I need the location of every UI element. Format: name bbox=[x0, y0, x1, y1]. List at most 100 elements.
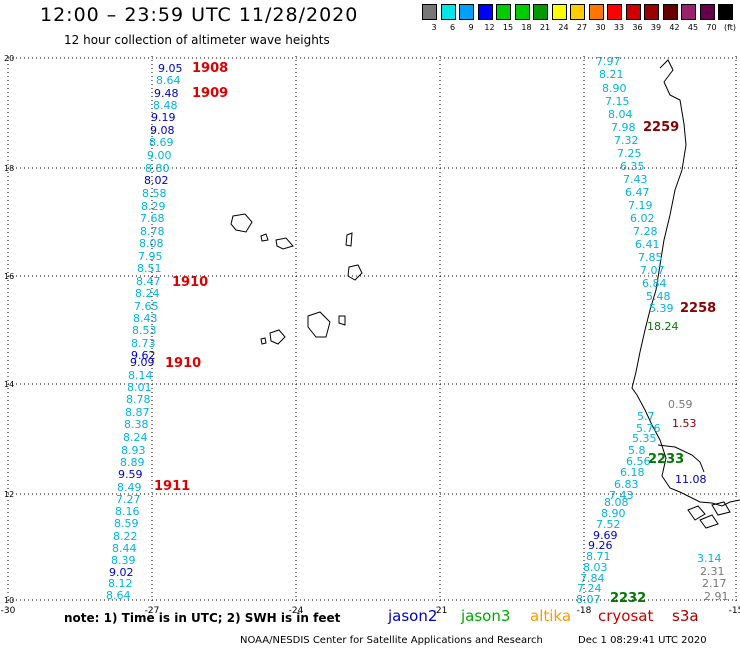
wave-height-label: 9.48 bbox=[154, 87, 179, 100]
wave-height-label: 11.08 bbox=[675, 473, 707, 486]
legend-tick-label: 24 bbox=[558, 23, 569, 32]
wave-height-label: 2.17 bbox=[702, 577, 727, 590]
legend-swatch bbox=[570, 4, 585, 20]
wave-height-label: 5.76 bbox=[636, 422, 661, 435]
wave-height-label: 5.39 bbox=[649, 302, 674, 315]
satellite-legend-item: s3a bbox=[672, 607, 699, 625]
legend-swatch bbox=[662, 4, 678, 20]
wave-height-label: 6.56 bbox=[626, 455, 651, 468]
wave-height-label: 7.15 bbox=[605, 95, 630, 108]
island-sao-nicolau bbox=[275, 237, 294, 250]
wave-height-label: 8.53 bbox=[132, 324, 157, 337]
wave-height-label: 7.43 bbox=[609, 489, 634, 502]
wave-height-label: 8.21 bbox=[599, 68, 624, 81]
wave-height-label: 8.29 bbox=[141, 200, 166, 213]
wave-height-label: 8.87 bbox=[125, 406, 150, 419]
wave-height-label: 8.24 bbox=[123, 431, 148, 444]
island-santo-antao bbox=[230, 213, 253, 233]
wave-height-label: 6.83 bbox=[614, 478, 639, 491]
wave-height-label: 7.85 bbox=[638, 251, 663, 264]
wave-height-label: 8.38 bbox=[124, 418, 149, 431]
pass-time-label: 1909 bbox=[192, 86, 228, 101]
wave-height-label: 18.24 bbox=[647, 320, 679, 333]
wave-height-label: 7.84 bbox=[580, 572, 605, 585]
legend-swatch bbox=[551, 4, 567, 20]
coast-mainland bbox=[631, 59, 740, 507]
pass-time-label: 1910 bbox=[165, 356, 201, 371]
satellite-legend-item: jason3 bbox=[461, 607, 511, 625]
satellite-legend-item: jason2 bbox=[388, 607, 438, 625]
wave-height-label: 6.18 bbox=[620, 466, 645, 479]
wave-height-label: 2.31 bbox=[700, 565, 725, 578]
pass-time-label: 2233 bbox=[648, 452, 684, 467]
legend-tick-label: 45 bbox=[687, 23, 699, 32]
wave-height-label: 7.32 bbox=[614, 134, 639, 147]
wave-height-label: 0.59 bbox=[668, 398, 693, 411]
wave-height-label: 8.64 bbox=[106, 589, 131, 602]
wave-height-label: 9.19 bbox=[151, 111, 176, 124]
x-tick-label: -15 bbox=[729, 606, 740, 616]
y-tick-label: 14 bbox=[4, 380, 14, 389]
island-bijagos-3 bbox=[711, 501, 731, 516]
island-bijagos-1 bbox=[687, 505, 706, 521]
wave-height-label: 9.02 bbox=[109, 566, 134, 579]
wave-height-label: 8.47 bbox=[136, 275, 161, 288]
wave-height-label: 8.59 bbox=[114, 517, 139, 530]
legend-tick-label: 39 bbox=[650, 23, 662, 32]
wave-height-label: 8.80 bbox=[145, 162, 170, 175]
island-boa-vista bbox=[347, 264, 363, 281]
legend-tick-label: 3 bbox=[431, 23, 437, 32]
wave-height-label: 8.90 bbox=[602, 82, 627, 95]
wave-height-label: 5.8 bbox=[628, 444, 646, 457]
footnote: note: 1) Time is in UTC; 2) SWH is in fe… bbox=[64, 611, 341, 625]
wave-height-label: 8.07 bbox=[576, 593, 601, 606]
wave-height-label: 8.24 bbox=[135, 287, 160, 300]
wave-height-label: 7.68 bbox=[140, 212, 165, 225]
wave-height-label: 6.47 bbox=[625, 186, 650, 199]
wave-height-label: 8.01 bbox=[127, 381, 152, 394]
island-bijagos-2 bbox=[699, 514, 719, 529]
legend-swatch bbox=[459, 4, 474, 20]
pass-time-label: 1908 bbox=[192, 61, 228, 76]
wave-height-label: 9.26 bbox=[588, 539, 613, 552]
legend-tick-label: 42 bbox=[669, 23, 680, 32]
legend-tick-label: 6 bbox=[449, 23, 456, 32]
wave-height-label: 7.07 bbox=[640, 264, 665, 277]
wave-height-label: 8.12 bbox=[108, 577, 133, 590]
wave-height-label: 8.51 bbox=[137, 262, 162, 275]
legend-swatch bbox=[440, 4, 456, 20]
wave-height-label: 8.03 bbox=[583, 561, 608, 574]
pass-time-label: 2258 bbox=[680, 301, 716, 316]
wave-height-label: 5.48 bbox=[646, 290, 671, 303]
wave-height-label: 6.35 bbox=[620, 160, 645, 173]
legend-tick-label: 27 bbox=[576, 23, 588, 32]
legend-swatch bbox=[514, 4, 530, 20]
wave-height-label: 8.08 bbox=[604, 496, 629, 509]
wave-height-label: 3.14 bbox=[697, 552, 722, 565]
wave-height-label: 7.25 bbox=[617, 147, 642, 160]
wave-height-label: 6.84 bbox=[642, 277, 667, 290]
wave-height-label: 8.93 bbox=[121, 444, 146, 457]
credit-line: NOAA/NESDIS Center for Satellite Applica… bbox=[240, 635, 543, 646]
wave-height-label: 7.97 bbox=[596, 55, 621, 68]
legend-swatch bbox=[625, 4, 641, 20]
wave-height-label: 8.44 bbox=[112, 542, 137, 555]
legend-swatch bbox=[496, 4, 511, 20]
wave-height-label: 8.39 bbox=[111, 554, 136, 567]
island-sal bbox=[345, 232, 353, 247]
wave-height-label: 7.65 bbox=[134, 300, 159, 313]
wave-height-label: 9.62 bbox=[131, 349, 156, 362]
wave-height-label: 8.58 bbox=[142, 187, 167, 200]
wave-height-label: 7.24 bbox=[577, 582, 602, 595]
map-subtitle: 12 hour collection of altimeter wave hei… bbox=[64, 33, 330, 47]
map-title: 12:00 – 23:59 UTC 11/28/2020 bbox=[40, 4, 359, 26]
wave-height-label: 8.78 bbox=[126, 393, 151, 406]
y-tick-label: 10 bbox=[4, 596, 14, 605]
wave-height-label: 7.27 bbox=[116, 493, 141, 506]
legend-swatch bbox=[533, 4, 548, 20]
wave-height-label: 8.78 bbox=[140, 225, 165, 238]
legend-tick-label: 36 bbox=[632, 23, 643, 32]
wave-height-label: 8.90 bbox=[601, 507, 626, 520]
wave-height-label: 8.69 bbox=[149, 136, 174, 149]
